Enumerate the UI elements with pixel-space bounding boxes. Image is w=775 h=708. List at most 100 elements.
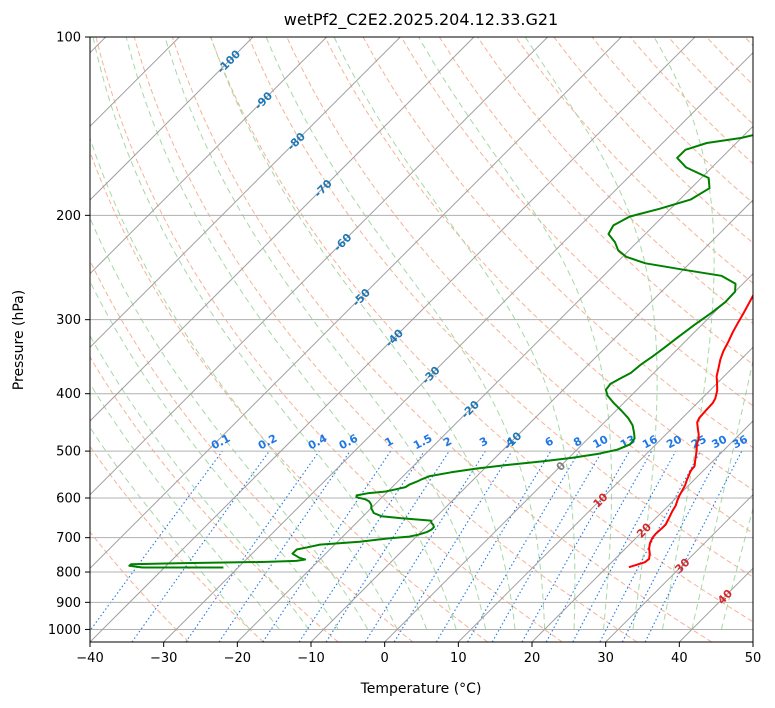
plot-frame — [89, 36, 754, 643]
dry-adiabat-line — [133, 37, 638, 642]
x-tick-label: 50 — [745, 651, 762, 666]
x-tick-label: 10 — [450, 651, 467, 666]
dry-adiabat-line — [248, 37, 753, 578]
y-tick-label: 800 — [56, 566, 81, 581]
temperature-line — [628, 293, 753, 569]
y-tick-label: 600 — [56, 492, 81, 507]
sounding-series — [128, 134, 753, 569]
isotherm-line — [384, 272, 753, 642]
moist-adiabats — [90, 37, 753, 630]
dewpoint-line — [128, 134, 753, 569]
x-tick-label: −40 — [76, 651, 103, 666]
dry-adiabat-line — [171, 37, 712, 642]
moist-adiabat-line — [90, 382, 280, 630]
mixing-ratio-line — [435, 450, 552, 642]
moist-adiabat-line — [92, 37, 428, 630]
isotherm-line — [531, 420, 753, 642]
x-tick-label: −10 — [297, 651, 324, 666]
mixing-ratio-label: 20 — [664, 432, 684, 451]
mixing-ratio-label: 30 — [710, 433, 730, 452]
dry-adiabat-line — [210, 37, 753, 623]
mixing-ratio-label: 36 — [730, 433, 750, 452]
mixing-ratio-label: 25 — [689, 433, 709, 452]
dry-adiabat-line — [438, 37, 753, 366]
moist-adiabat-line — [210, 37, 516, 630]
dry-adiabat-line — [591, 37, 753, 204]
moist-adiabat-line — [691, 358, 753, 630]
y-tick-label: 200 — [56, 209, 81, 224]
moist-adiabat-line — [720, 506, 753, 630]
isotherm-line — [90, 37, 696, 642]
mixing-ratio-line — [572, 450, 677, 642]
moist-adiabat-line — [90, 426, 251, 630]
isobar-gridlines — [90, 37, 753, 630]
dry-adiabat-line — [90, 259, 414, 642]
y-axis-label: Pressure (hPa) — [11, 290, 27, 390]
isotherm-line — [90, 37, 549, 496]
dry-adiabat-line — [90, 531, 190, 642]
y-tick-label: 900 — [56, 596, 81, 611]
mixing-ratio-line — [621, 450, 722, 642]
mixing-ratio-line — [393, 450, 513, 642]
mixing-ratio-line — [364, 450, 486, 642]
moist-adiabat-line — [653, 37, 715, 630]
isotherm-line — [90, 37, 254, 201]
x-tick-label: 0 — [381, 651, 389, 666]
dry-adiabat-line — [286, 37, 753, 534]
isotherm-line — [457, 346, 753, 642]
dry-adiabat-line — [400, 37, 753, 407]
dry-adiabat-line — [324, 37, 753, 491]
x-tick-label: −30 — [150, 651, 177, 666]
dry-adiabat-line — [90, 150, 488, 642]
mixing-ratio-lines — [90, 450, 743, 642]
x-tick-label: 30 — [597, 651, 614, 666]
moist-adiabat-line — [90, 334, 310, 630]
mixing-ratio-label: 16 — [640, 433, 660, 452]
isotherm-line — [90, 37, 622, 570]
mixing-ratio-line — [218, 450, 351, 642]
y-axis: 100 200 300 400 500 600 700 800 900 1000 — [48, 31, 90, 638]
mixing-ratio-line — [90, 450, 223, 632]
mixing-ratio-line — [644, 450, 743, 642]
dry-adiabat-line — [90, 355, 339, 642]
y-tick-label: 300 — [56, 313, 81, 328]
dry-adiabat-line — [95, 37, 563, 642]
y-tick-label: 500 — [56, 445, 81, 460]
moist-adiabat-line — [90, 136, 398, 630]
isotherm-line — [605, 493, 753, 642]
moist-adiabat-line — [125, 37, 457, 630]
x-tick-label: −20 — [224, 651, 251, 666]
x-tick-label: 40 — [671, 651, 688, 666]
moist-adiabat-line — [164, 37, 487, 630]
isotherm-line — [90, 37, 475, 422]
plot-area: 0.1 0.2 0.4 0.6 1 1.5 2 3 4 6 8 10 13 16 20 25 30 36 -100… — [90, 37, 753, 642]
mixing-ratio-labels: 0.1 0.2 0.4 0.6 1 1.5 2 3 4 6 8 10 13 16 20 25 30 36 — [209, 432, 750, 453]
x-axis: −40 −30 −20 −10 0 10 20 30 40 50 — [76, 642, 761, 666]
isotherm-line — [90, 37, 328, 275]
moist-adiabat-line — [265, 37, 546, 630]
moist-adiabat-line — [418, 37, 613, 630]
moist-adiabat-line — [90, 280, 339, 630]
y-tick-label: 100 — [56, 31, 81, 46]
y-tick-label: 400 — [56, 387, 81, 402]
isotherm-line — [310, 199, 753, 642]
dry-adiabats — [90, 37, 753, 642]
x-tick-label: 20 — [524, 651, 541, 666]
mixing-ratio-line — [467, 450, 580, 642]
mixing-ratio-label: 10 — [591, 432, 611, 451]
x-axis-label: Temperature (°C) — [360, 681, 482, 697]
mixing-ratio-line — [131, 450, 270, 642]
dry-adiabat-line — [477, 37, 753, 325]
y-tick-label: 1000 — [48, 623, 81, 638]
moist-adiabat-line — [90, 216, 369, 630]
moist-adiabat-line — [524, 37, 658, 630]
dry-adiabat-line — [553, 37, 753, 244]
mixing-ratio-line — [599, 450, 701, 642]
isotherm-line — [90, 37, 401, 349]
mixing-ratio-line — [185, 450, 320, 642]
chart-title: wetPf2_C2E2.2025.204.12.33.G21 — [284, 10, 558, 30]
isotherm-line — [163, 51, 753, 642]
y-tick-label: 700 — [56, 531, 81, 546]
